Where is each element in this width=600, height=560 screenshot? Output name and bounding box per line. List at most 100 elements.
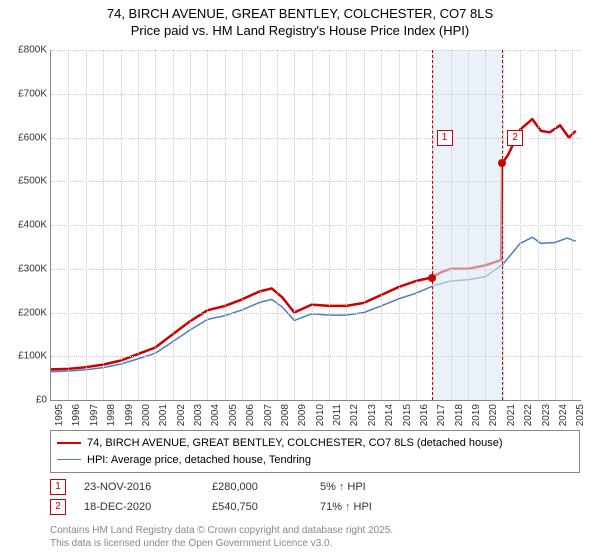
- sale-marker-dot: [498, 159, 506, 167]
- gridline-v: [68, 50, 69, 400]
- gridline-v: [538, 50, 539, 400]
- sale-marker-dot: [428, 274, 436, 282]
- gridline-v: [346, 50, 347, 400]
- gridline-v: [103, 50, 104, 400]
- attribution-line1: Contains HM Land Registry data © Crown c…: [50, 524, 393, 537]
- sale-date: 23-NOV-2016: [84, 481, 194, 493]
- sale-marker-label: 2: [507, 130, 523, 146]
- y-tick-label: £100K: [18, 351, 47, 362]
- x-tick-label: 1998: [106, 404, 117, 426]
- sale-badge: 2: [50, 499, 66, 515]
- sale-delta: 5%↑HPI: [320, 481, 366, 493]
- sale-delta: 71%↑HPI: [320, 501, 372, 513]
- x-tick-label: 1996: [71, 404, 82, 426]
- sale-price: £280,000: [212, 481, 302, 493]
- plot-region: £0£100K£200K£300K£400K£500K£600K£700K£80…: [50, 50, 581, 401]
- x-tick-label: 2016: [419, 404, 430, 426]
- sale-price: £540,750: [212, 501, 302, 513]
- x-tick-label: 2019: [471, 404, 482, 426]
- sale-marker-line: [502, 50, 503, 400]
- chart-area: £0£100K£200K£300K£400K£500K£600K£700K£80…: [50, 50, 580, 400]
- x-tick-label: 1995: [54, 404, 65, 426]
- y-tick-label: £300K: [18, 263, 47, 274]
- title-line2: Price paid vs. HM Land Registry's House …: [0, 23, 600, 40]
- legend-swatch: [57, 442, 81, 444]
- x-tick-label: 2022: [523, 404, 534, 426]
- y-tick-label: £0: [36, 395, 47, 406]
- sale-delta-label: HPI: [347, 481, 365, 493]
- y-tick-label: £500K: [18, 176, 47, 187]
- x-tick-label: 2005: [228, 404, 239, 426]
- arrow-up-icon: ↑: [345, 501, 351, 513]
- legend: 74, BIRCH AVENUE, GREAT BENTLEY, COLCHES…: [50, 430, 580, 473]
- gridline-v: [329, 50, 330, 400]
- x-tick-label: 2017: [436, 404, 447, 426]
- gridline-v: [381, 50, 382, 400]
- sale-marker-line: [432, 50, 433, 400]
- gridline-v: [520, 50, 521, 400]
- sale-date: 18-DEC-2020: [84, 501, 194, 513]
- x-tick-label: 2003: [193, 404, 204, 426]
- arrow-up-icon: ↑: [339, 481, 345, 493]
- chart-container: 74, BIRCH AVENUE, GREAT BENTLEY, COLCHES…: [0, 0, 600, 560]
- attribution-line2: This data is licensed under the Open Gov…: [50, 537, 393, 550]
- gridline-v: [277, 50, 278, 400]
- gridline-v: [485, 50, 486, 400]
- x-tick-label: 2009: [297, 404, 308, 426]
- x-tick-label: 2006: [245, 404, 256, 426]
- gridline-v: [416, 50, 417, 400]
- x-tick-label: 2004: [210, 404, 221, 426]
- x-tick-label: 1997: [89, 404, 100, 426]
- gridline-v: [225, 50, 226, 400]
- gridline-v: [155, 50, 156, 400]
- x-tick-label: 2011: [332, 404, 343, 426]
- gridline-v: [86, 50, 87, 400]
- gridline-v: [572, 50, 573, 400]
- sale-row: 2 18-DEC-2020 £540,750 71%↑HPI: [50, 499, 580, 515]
- gridline-v: [555, 50, 556, 400]
- gridline-v: [121, 50, 122, 400]
- x-tick-label: 2001: [158, 404, 169, 426]
- sale-delta-pct: 71%: [320, 501, 342, 513]
- gridline-v: [364, 50, 365, 400]
- y-tick-label: £800K: [18, 45, 47, 56]
- gridline-v: [242, 50, 243, 400]
- x-tick-label: 2013: [367, 404, 378, 426]
- x-tick-label: 2000: [141, 404, 152, 426]
- gridline-v: [451, 50, 452, 400]
- sale-badge: 1: [50, 479, 66, 495]
- x-tick-label: 2024: [558, 404, 569, 426]
- gridline-v: [260, 50, 261, 400]
- x-tick-label: 1999: [124, 404, 135, 426]
- x-tick-label: 2010: [315, 404, 326, 426]
- y-tick-label: £600K: [18, 132, 47, 143]
- gridline-v: [399, 50, 400, 400]
- x-tick-label: 2007: [263, 404, 274, 426]
- attribution: Contains HM Land Registry data © Crown c…: [50, 524, 393, 550]
- x-tick-label: 2023: [541, 404, 552, 426]
- gridline-v: [312, 50, 313, 400]
- x-tick-label: 2014: [384, 404, 395, 426]
- x-tick-label: 2021: [506, 404, 517, 426]
- x-tick-label: 2018: [454, 404, 465, 426]
- legend-item: 74, BIRCH AVENUE, GREAT BENTLEY, COLCHES…: [57, 435, 573, 452]
- sale-row: 1 23-NOV-2016 £280,000 5%↑HPI: [50, 479, 580, 495]
- x-tick-label: 2025: [575, 404, 586, 426]
- x-tick-label: 2020: [488, 404, 499, 426]
- sale-delta-pct: 5%: [320, 481, 336, 493]
- x-tick-label: 2002: [176, 404, 187, 426]
- legend-label: 74, BIRCH AVENUE, GREAT BENTLEY, COLCHES…: [87, 435, 503, 452]
- gridline-v: [190, 50, 191, 400]
- x-tick-label: 2015: [402, 404, 413, 426]
- sales-table: 123-NOV-2016£280,0005%↑HPI218-DEC-2020£5…: [50, 475, 580, 519]
- x-tick-label: 2008: [280, 404, 291, 426]
- x-tick-label: 2012: [349, 404, 360, 426]
- y-tick-label: £400K: [18, 220, 47, 231]
- legend-swatch: [57, 459, 81, 460]
- gridline-v: [138, 50, 139, 400]
- gridline-v: [173, 50, 174, 400]
- sale-marker-label: 1: [437, 130, 453, 146]
- chart-title: 74, BIRCH AVENUE, GREAT BENTLEY, COLCHES…: [0, 0, 600, 40]
- gridline-v: [207, 50, 208, 400]
- gridline-v: [468, 50, 469, 400]
